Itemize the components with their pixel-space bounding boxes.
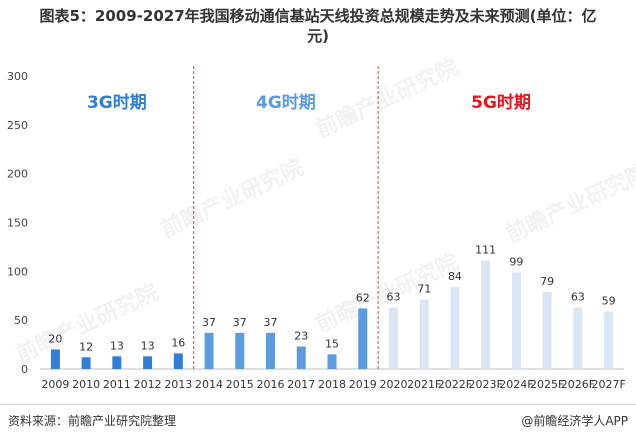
y-tick-label: 200 bbox=[7, 168, 28, 181]
title-line-1: 图表5：2009-2027年我国移动通信基站天线投资总规模走势及未来预测(单位：… bbox=[39, 7, 597, 25]
x-tick-label: 2012 bbox=[134, 378, 162, 391]
x-tick-label: 2027F bbox=[591, 378, 625, 391]
watermark-text: 前瞻产业研究院 bbox=[502, 159, 636, 248]
bar-value-label: 63 bbox=[571, 290, 585, 303]
bar bbox=[204, 332, 214, 369]
bar bbox=[143, 356, 153, 369]
bar bbox=[450, 286, 460, 369]
bar bbox=[481, 260, 491, 369]
bar bbox=[81, 357, 91, 369]
x-tick-label: 2019 bbox=[349, 378, 377, 391]
bar-value-label: 16 bbox=[171, 336, 185, 349]
period-label-3g: 3G时期 bbox=[87, 93, 147, 113]
title-line-2: 元) bbox=[307, 27, 329, 45]
x-tick-label: 2023F bbox=[469, 378, 503, 391]
bar bbox=[266, 332, 276, 369]
bar bbox=[542, 291, 552, 369]
bar-value-label: 37 bbox=[202, 316, 216, 329]
bar-value-label: 15 bbox=[325, 337, 339, 350]
x-tick-label: 2009 bbox=[41, 378, 69, 391]
x-tick-label: 2024F bbox=[499, 378, 533, 391]
y-tick-label: 250 bbox=[7, 119, 28, 132]
bar-value-label: 111 bbox=[475, 244, 496, 257]
bar-value-label: 99 bbox=[509, 255, 523, 268]
bar-value-label: 71 bbox=[417, 283, 431, 296]
period-label-5g: 5G时期 bbox=[471, 93, 531, 113]
bar-value-label: 20 bbox=[48, 332, 62, 345]
bar bbox=[388, 307, 398, 369]
bar bbox=[112, 356, 122, 369]
period-label-4g: 4G时期 bbox=[256, 93, 316, 113]
bar bbox=[511, 272, 521, 369]
x-tick-label: 2011 bbox=[103, 378, 131, 391]
bar-value-label: 23 bbox=[294, 330, 308, 343]
bar-value-label: 13 bbox=[141, 339, 155, 352]
source-note: 资料来源：前瞻产业研究院整理 bbox=[8, 414, 177, 428]
x-tick-label: 2025F bbox=[530, 378, 564, 391]
brand-credit: @前瞻经济学人APP bbox=[521, 414, 628, 428]
y-tick-label: 50 bbox=[14, 314, 28, 327]
bar-value-label: 84 bbox=[448, 270, 462, 283]
bar bbox=[327, 354, 337, 369]
bar bbox=[419, 299, 429, 369]
bar bbox=[573, 307, 583, 369]
x-tick-label: 2021F bbox=[407, 378, 441, 391]
bar bbox=[235, 332, 245, 369]
x-tick-label: 2014 bbox=[195, 378, 223, 391]
y-tick-label: 100 bbox=[7, 265, 28, 278]
bar-value-label: 12 bbox=[79, 340, 93, 353]
bar-value-label: 63 bbox=[386, 290, 400, 303]
x-tick-label: 2026F bbox=[561, 378, 595, 391]
bar-value-label: 79 bbox=[540, 275, 554, 288]
x-tick-label: 2015 bbox=[226, 378, 254, 391]
x-tick-label: 2018 bbox=[318, 378, 346, 391]
footer-divider bbox=[0, 404, 636, 405]
watermark-text: 前瞻产业研究院 bbox=[312, 54, 463, 143]
x-tick-label: 2017 bbox=[287, 378, 315, 391]
y-tick-label: 150 bbox=[7, 217, 28, 230]
bar-value-label: 37 bbox=[233, 316, 247, 329]
chart-title: 图表5：2009-2027年我国移动通信基站天线投资总规模走势及未来预测(单位：… bbox=[0, 6, 636, 46]
bar bbox=[173, 353, 183, 369]
bar-value-label: 37 bbox=[264, 316, 278, 329]
x-tick-label: 2022F bbox=[438, 378, 472, 391]
bar-value-label: 62 bbox=[356, 291, 370, 304]
y-tick-label: 300 bbox=[7, 70, 28, 83]
x-tick-label: 2020 bbox=[379, 378, 407, 391]
watermark-text: 前瞻产业研究院 bbox=[12, 279, 163, 368]
bar bbox=[50, 349, 60, 369]
watermark-text: 前瞻产业研究院 bbox=[157, 154, 308, 243]
x-tick-label: 2016 bbox=[257, 378, 285, 391]
bar bbox=[604, 311, 614, 369]
x-tick-label: 2010 bbox=[72, 378, 100, 391]
bar-value-label: 59 bbox=[602, 294, 616, 307]
bar-value-label: 13 bbox=[110, 339, 124, 352]
y-tick-label: 0 bbox=[21, 363, 28, 376]
bar bbox=[358, 308, 368, 369]
x-tick-label: 2013 bbox=[164, 378, 192, 391]
bar bbox=[296, 346, 306, 369]
